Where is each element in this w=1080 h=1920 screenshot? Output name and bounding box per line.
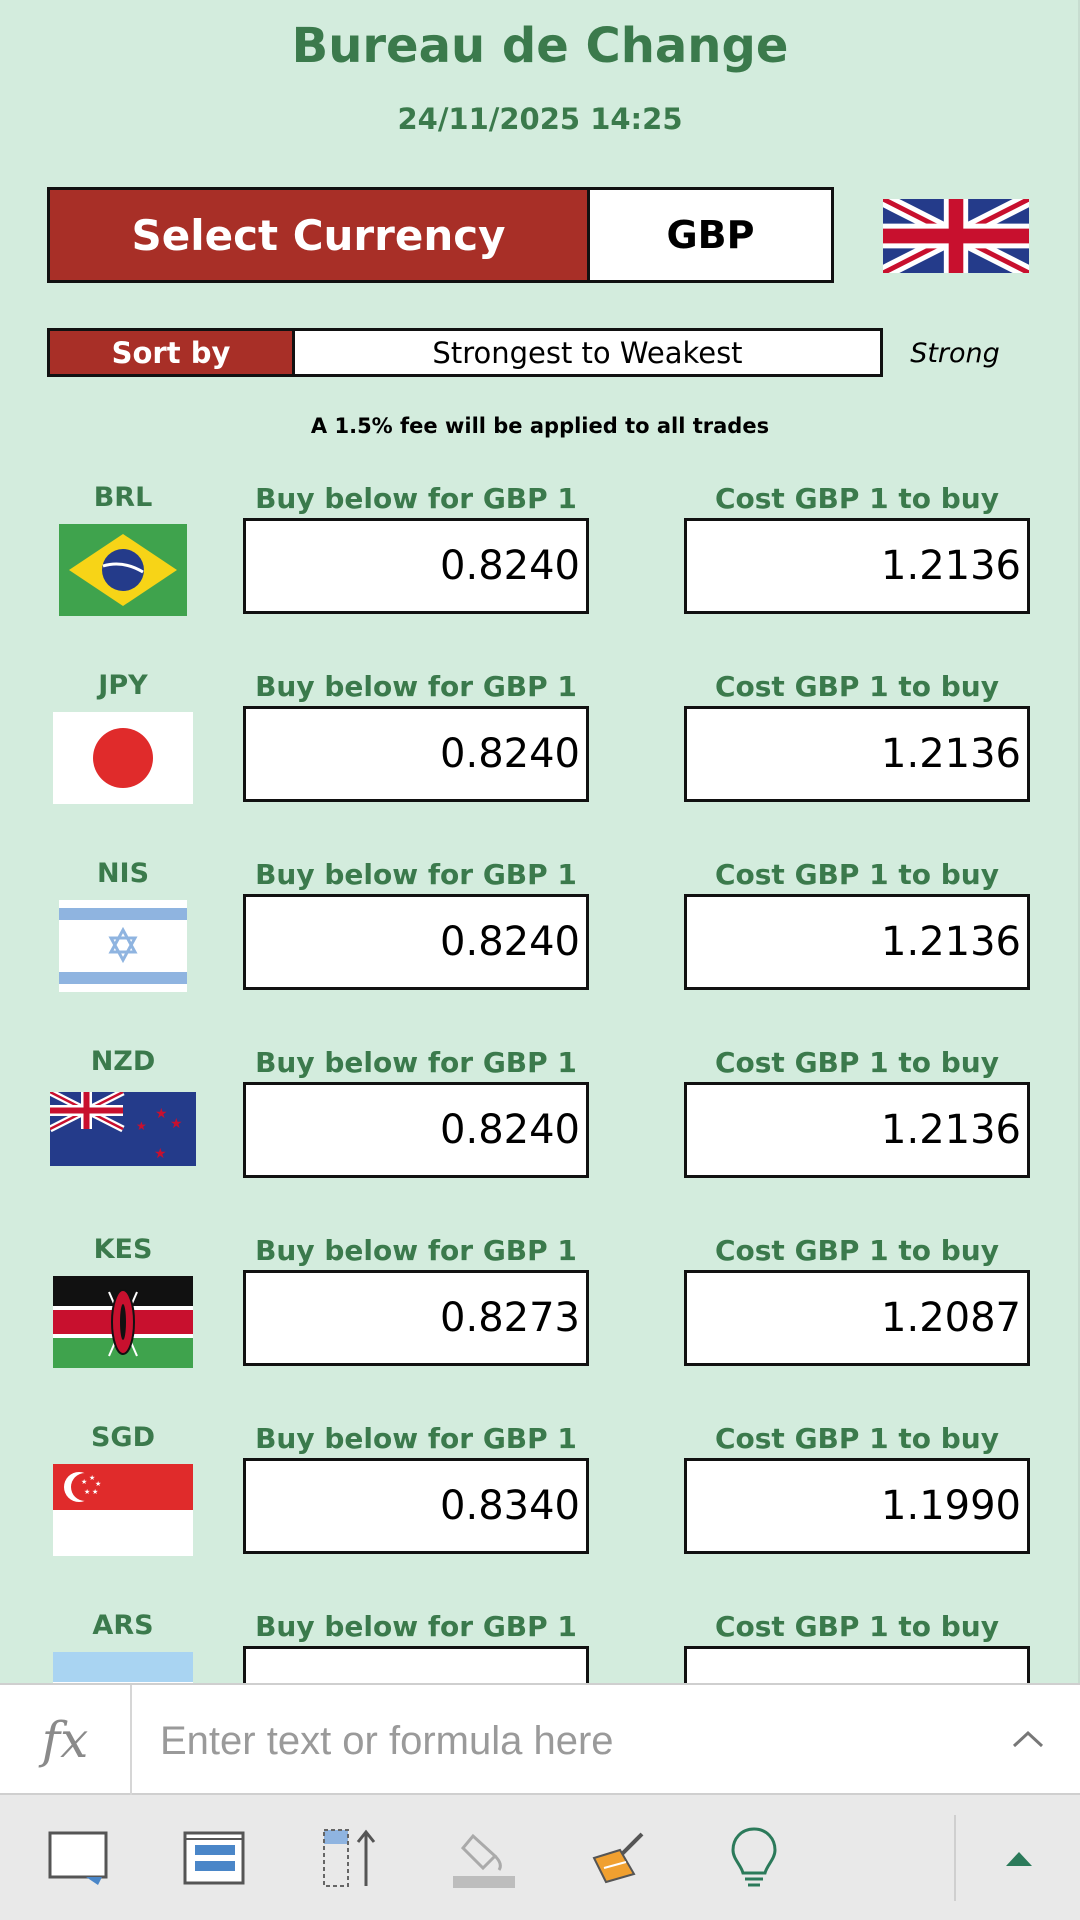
cost-label: Cost GBP 1 to buy: [714, 1046, 999, 1079]
currency-row: NIS Buy below for GBP 1 Cost GBP 1 to bu…: [0, 858, 1078, 1046]
currency-code: JPY: [98, 670, 148, 701]
kenya-flag-icon: [53, 1276, 193, 1368]
svg-text:★: ★: [155, 1106, 168, 1122]
fill-color-icon[interactable]: [445, 1819, 523, 1897]
singapore-flag-icon: ★ ★ ★ ★ ★: [53, 1464, 193, 1556]
cost-label: Cost GBP 1 to buy: [714, 1610, 999, 1643]
cost-label: Cost GBP 1 to buy: [714, 670, 999, 703]
page-title: Bureau de Change: [291, 18, 789, 74]
expand-up-icon[interactable]: [980, 1819, 1058, 1897]
sort-ascending-icon[interactable]: [310, 1819, 388, 1897]
freeze-panes-icon[interactable]: [175, 1819, 253, 1897]
buy-value-cell[interactable]: 0.8240: [243, 1082, 589, 1178]
buy-label: Buy below for GBP 1: [255, 1234, 577, 1267]
cost-label: Cost GBP 1 to buy: [714, 1234, 999, 1267]
cost-label: Cost GBP 1 to buy: [714, 482, 999, 515]
fee-note: A 1.5% fee will be applied to all trades: [310, 414, 770, 438]
cost-value-cell[interactable]: 1.2136: [684, 706, 1030, 802]
currency-code: SGD: [90, 1422, 156, 1453]
currency-row: SGD Buy below for GBP 1 Cost GBP 1 to bu…: [0, 1422, 1078, 1610]
currency-row: BRL Buy below for GBP 1 Cost GBP 1 to bu…: [0, 482, 1078, 670]
svg-text:★: ★: [154, 1146, 167, 1162]
buy-label: Buy below for GBP 1: [255, 1046, 577, 1079]
cost-value-cell[interactable]: 1.2136: [684, 894, 1030, 990]
fx-icon[interactable]: fx: [0, 1685, 132, 1795]
svg-text:★: ★: [170, 1116, 183, 1132]
bottom-toolbar: [0, 1795, 1080, 1920]
cost-value-cell[interactable]: 1.2087: [684, 1270, 1030, 1366]
brazil-flag-icon: [59, 524, 187, 616]
buy-value-cell[interactable]: 0.8340: [243, 1458, 589, 1554]
cost-value-cell[interactable]: [684, 1646, 1030, 1683]
toolbar-divider: [954, 1815, 956, 1901]
currency-code: BRL: [93, 482, 153, 513]
currency-row: KES Buy below for GBP 1 Cost GBP 1 to bu…: [0, 1234, 1078, 1422]
cost-label: Cost GBP 1 to buy: [714, 1422, 999, 1455]
japan-flag-icon: [53, 712, 193, 804]
uk-flag-icon: [883, 199, 1029, 273]
currency-selector[interactable]: Select Currency GBP: [47, 187, 834, 283]
datetime-label: 24/11/2025 14:25: [397, 102, 683, 136]
buy-label: Buy below for GBP 1: [255, 1422, 577, 1455]
buy-value-cell[interactable]: 0.8240: [243, 518, 589, 614]
svg-text:★: ★: [89, 1474, 95, 1482]
currency-code: NZD: [90, 1046, 156, 1077]
buy-label: Buy below for GBP 1: [255, 858, 577, 891]
buy-value-cell[interactable]: 0.8240: [243, 894, 589, 990]
sort-value-cell[interactable]: Strongest to Weakest: [295, 331, 880, 374]
formula-input[interactable]: [160, 1711, 980, 1771]
buy-value-cell[interactable]: 0.8273: [243, 1270, 589, 1366]
chevron-up-icon[interactable]: [996, 1707, 1060, 1771]
svg-text:★: ★: [136, 1119, 147, 1133]
cost-value-cell[interactable]: 1.1990: [684, 1458, 1030, 1554]
argentina-flag-icon: [53, 1652, 193, 1683]
new-zealand-flag-icon: ★ ★ ★ ★: [48, 1088, 196, 1166]
selected-currency-cell[interactable]: GBP: [590, 190, 831, 280]
currency-row: ARS Buy below for GBP 1 Cost GBP 1 to bu…: [0, 1610, 1078, 1683]
select-currency-label: Select Currency: [50, 190, 590, 280]
cost-label: Cost GBP 1 to buy: [714, 858, 999, 891]
strength-indicator: Strong: [910, 338, 1000, 369]
buy-label: Buy below for GBP 1: [255, 670, 577, 703]
svg-text:★: ★: [84, 1488, 90, 1496]
israel-flag-icon: [59, 900, 187, 992]
svg-text:★: ★: [95, 1480, 101, 1488]
lightbulb-icon[interactable]: [715, 1819, 793, 1897]
sort-selector[interactable]: Sort by Strongest to Weakest: [47, 328, 883, 377]
currency-row: NZD Buy below for GBP 1 Cost GBP 1 to bu…: [0, 1046, 1078, 1234]
format-painter-icon[interactable]: [580, 1819, 658, 1897]
formula-bar: fx: [0, 1683, 1080, 1795]
currency-row: JPY Buy below for GBP 1 Cost GBP 1 to bu…: [0, 670, 1078, 858]
svg-text:★: ★: [81, 1478, 87, 1486]
cost-value-cell[interactable]: 1.2136: [684, 518, 1030, 614]
sort-by-label: Sort by: [50, 331, 295, 374]
comment-icon[interactable]: [40, 1819, 118, 1897]
buy-label: Buy below for GBP 1: [255, 1610, 577, 1643]
svg-text:★: ★: [92, 1488, 98, 1496]
cost-value-cell[interactable]: 1.2136: [684, 1082, 1030, 1178]
currency-code: NIS: [96, 858, 150, 889]
currency-code: KES: [93, 1234, 153, 1265]
spreadsheet-canvas[interactable]: Bureau de Change 24/11/2025 14:25 Select…: [0, 0, 1080, 1683]
buy-value-cell[interactable]: [243, 1646, 589, 1683]
buy-label: Buy below for GBP 1: [255, 482, 577, 515]
buy-value-cell[interactable]: 0.8240: [243, 706, 589, 802]
currency-code: ARS: [92, 1610, 154, 1641]
